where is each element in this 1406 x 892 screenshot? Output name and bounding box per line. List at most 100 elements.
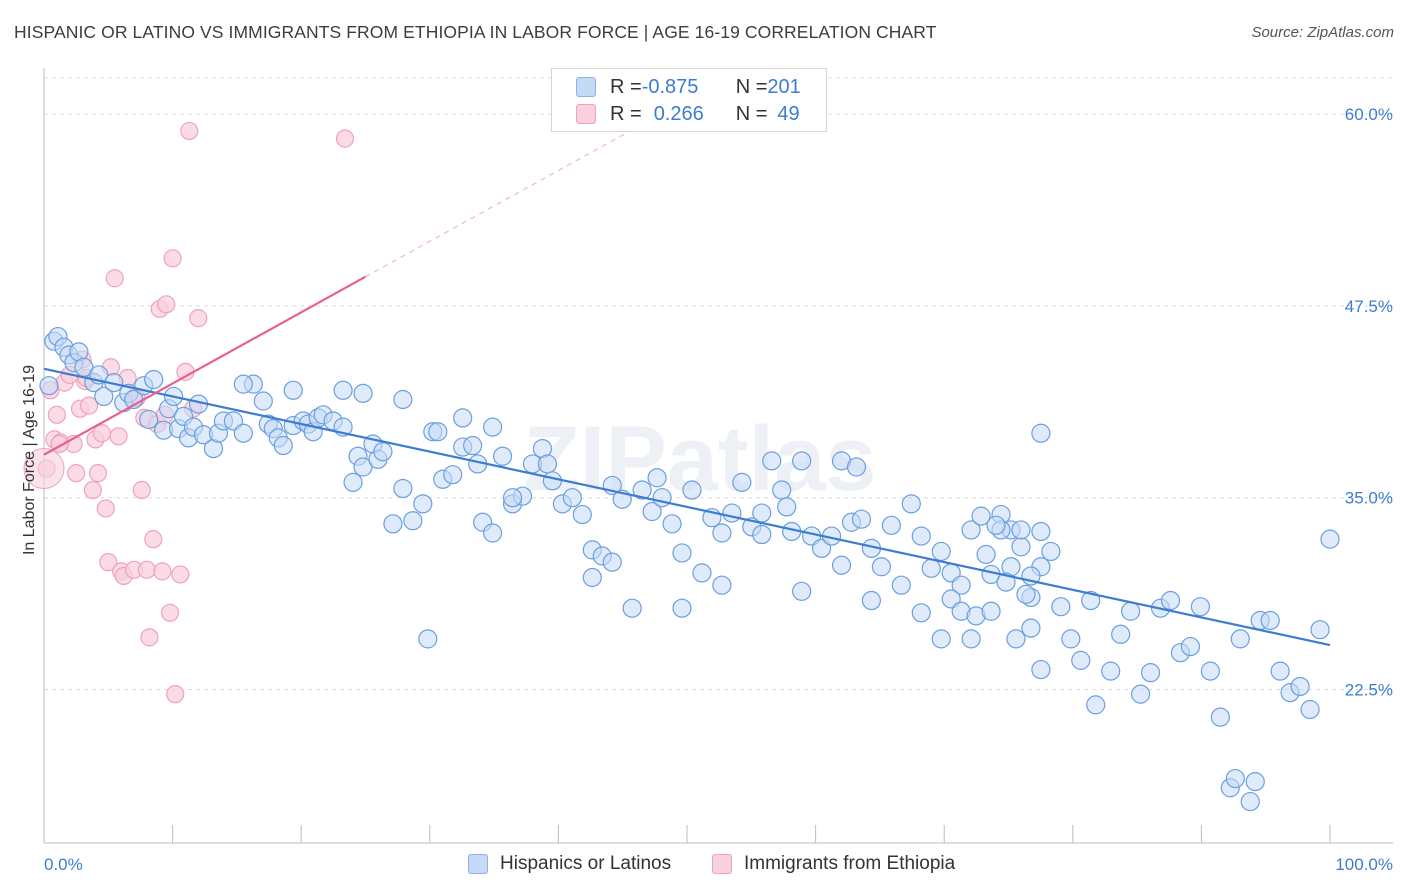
hispanic-point (144, 369, 164, 390)
ethiopia-point (180, 121, 199, 141)
ethiopia-point (67, 464, 86, 483)
ethiopia-point (105, 269, 124, 288)
legend-swatch-ethiopia (576, 104, 596, 124)
y-tick-labels: 22.5% 35.0% 47.5% 60.0% (1345, 105, 1393, 699)
hispanic-point (881, 515, 901, 535)
ethiopia-point (88, 464, 108, 483)
hispanic-point (492, 446, 513, 466)
hispanic-point (1260, 610, 1280, 631)
ethiopia-point (157, 295, 176, 314)
ethiopia-point (189, 309, 208, 328)
hispanic-trend-line (43, 367, 1331, 647)
hispanic-point (1011, 520, 1031, 540)
legend-r-value: 0.266 (653, 102, 704, 125)
ethiopia-point (109, 427, 128, 446)
y-tick-label: 60.0% (1345, 105, 1393, 124)
hispanic-point (1310, 620, 1330, 640)
hispanic-point (622, 598, 642, 618)
ethiopia-point (47, 405, 66, 424)
hispanic-point (722, 503, 742, 523)
hispanic-point (1290, 676, 1310, 697)
source-label: Source: ZipAtlas.com (1251, 24, 1394, 41)
hispanic-point (1011, 537, 1031, 557)
hispanic-point (443, 465, 463, 485)
hispanic-point (1061, 629, 1081, 649)
ethiopia-point (83, 480, 102, 500)
hispanic-point (1225, 768, 1245, 789)
hispanic-point (502, 488, 523, 508)
y-tick-label: 22.5% (1345, 681, 1393, 700)
ethiopia-point (171, 565, 190, 584)
hispanic-point (986, 515, 1006, 535)
hispanic-point (996, 572, 1016, 592)
hispanic-point (283, 380, 303, 400)
hispanic-point (1016, 584, 1036, 604)
hispanic-point (851, 509, 872, 529)
hispanic-point (1041, 541, 1061, 562)
hispanic-point (562, 488, 582, 508)
hispanic-point (1021, 618, 1041, 638)
ethiopia-point (132, 480, 151, 500)
hispanic-point (353, 383, 373, 403)
ethiopia-point (96, 499, 115, 518)
hispanic-point (233, 374, 253, 394)
legend-r-label: R = (610, 75, 642, 98)
y-tick-label: 47.5% (1345, 297, 1393, 316)
ethiopia-point (160, 603, 180, 622)
hispanic-point (891, 575, 911, 595)
ethiopia-point (166, 685, 185, 704)
hispanic-point (1180, 636, 1201, 657)
hispanic-point (792, 451, 812, 471)
ethiopia-point (163, 249, 182, 268)
hispanic-point (642, 501, 662, 522)
hispanic-point (831, 555, 852, 575)
hispanic-point (712, 523, 732, 543)
y-tick-label: 35.0% (1345, 489, 1393, 508)
hispanic-point (1300, 699, 1320, 720)
hispanic-point (1051, 597, 1071, 617)
ethiopia-point (79, 396, 99, 415)
legend-r-value: -0.875 (641, 75, 699, 98)
hispanic-point (139, 409, 159, 430)
hispanic-point (871, 557, 891, 577)
legend-n-value: 201 (767, 75, 801, 98)
hispanic-point (772, 480, 792, 500)
hispanic-point (1210, 707, 1230, 727)
hispanic-point (94, 386, 114, 407)
hispanic-point (981, 601, 1001, 621)
hispanic-point (732, 472, 752, 492)
hispanic-point (921, 558, 941, 578)
correlation-legend: R = -0.875 N = 201 R = 0.266 N = 49 (551, 68, 827, 132)
hispanic-point (463, 435, 483, 456)
hispanic-point (537, 454, 558, 474)
hispanic-point (712, 575, 732, 595)
bottom-legend-hispanic-label: Hispanics or Latinos (500, 853, 672, 874)
ethiopia-point (23, 448, 65, 490)
hispanic-point (542, 471, 563, 491)
hispanic-point (1240, 791, 1260, 812)
hispanic-point (1140, 663, 1161, 683)
hispanic-point (1270, 661, 1290, 681)
ethiopia-point (137, 560, 156, 579)
hispanic-point (353, 457, 373, 477)
hispanic-point (692, 563, 712, 583)
hispanic-point (418, 629, 438, 649)
hispanic-point (483, 523, 503, 543)
hispanic-point (403, 511, 423, 531)
hispanic-point (846, 457, 867, 477)
hispanic-point (682, 480, 702, 500)
hispanic-point (901, 494, 921, 514)
hispanic-point (333, 380, 353, 400)
ethiopia-point (140, 628, 159, 647)
hispanic-point (453, 408, 473, 428)
hispanic-point (582, 567, 602, 588)
hispanic-point (1121, 601, 1141, 621)
legend-r-label: R = (610, 102, 642, 125)
x-tick-labels: 0.0% 100.0% (44, 855, 1393, 874)
hispanic-point (632, 480, 652, 500)
legend-row-hispanic: R = -0.875 N = 201 (576, 75, 801, 99)
ethiopia-point (335, 129, 355, 148)
hispanic-point (413, 494, 433, 514)
ethiopia-points (23, 121, 355, 704)
hispanic-point (1081, 590, 1101, 611)
